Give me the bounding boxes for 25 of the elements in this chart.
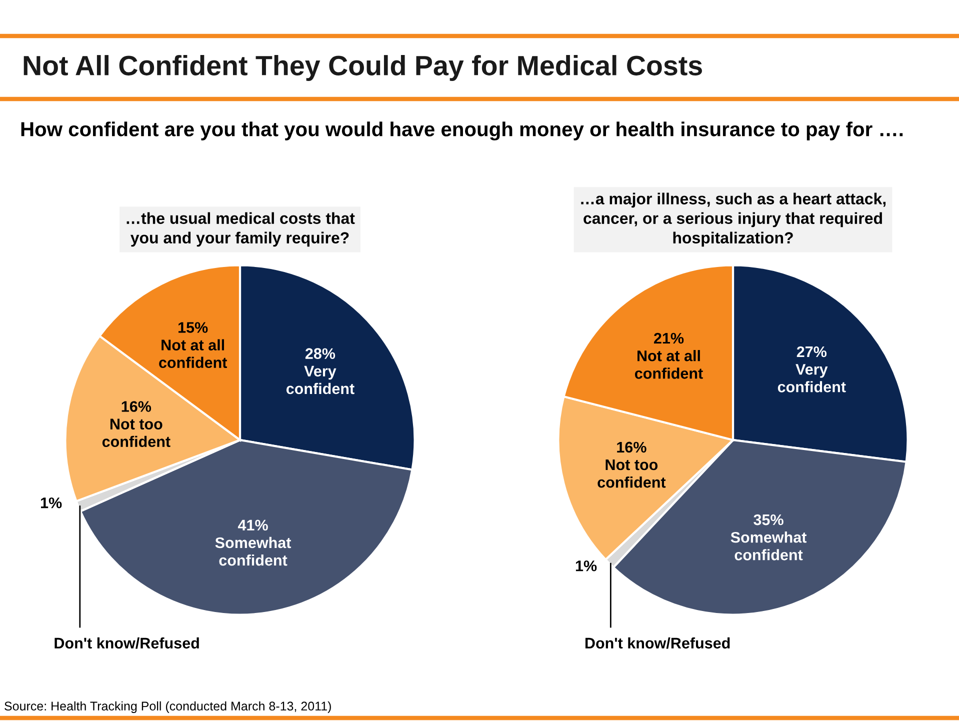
slice-label: Very confident <box>286 366 354 394</box>
data-label: 35% <box>754 514 784 526</box>
text: How confident are you that you would have enough money or health insurance to pay for …. <box>21 122 903 140</box>
slice-label: Not too confident <box>598 460 666 488</box>
data-label: 15% <box>178 322 208 333</box>
data-label: 16% <box>122 401 152 412</box>
slice-label: Somewhat confident <box>215 536 292 566</box>
text: Not All Confident They Could Pay for Medical Costs <box>24 55 702 81</box>
slice-label: Don't know/Refused <box>54 637 199 649</box>
chart-title: …a major illness, such as a heart attack, cancer, or a serious injury that required hospitalization? <box>581 192 886 247</box>
slice-label: Not too confident <box>102 418 170 448</box>
chart-title: …the usual medical costs that you and your family require? <box>126 212 355 247</box>
slice-label: Not at all confident <box>159 339 228 368</box>
data-label: 41% <box>238 520 268 531</box>
data-label: 1% <box>576 560 597 572</box>
data-label: 1% <box>40 497 62 508</box>
source-note: Source: Health Tracking Poll (conducted March 8-13, 2011) <box>4 701 331 713</box>
data-label: 27% <box>796 346 827 358</box>
slice-label: Very confident <box>778 364 846 392</box>
data-label: 21% <box>654 332 684 344</box>
slice-label: Somewhat confident <box>730 532 807 560</box>
slice-label: Not at all confident <box>634 350 703 379</box>
data-label: 28% <box>305 348 336 359</box>
slice-label: Don't know/Refused <box>585 637 730 649</box>
data-label: 16% <box>617 442 646 453</box>
